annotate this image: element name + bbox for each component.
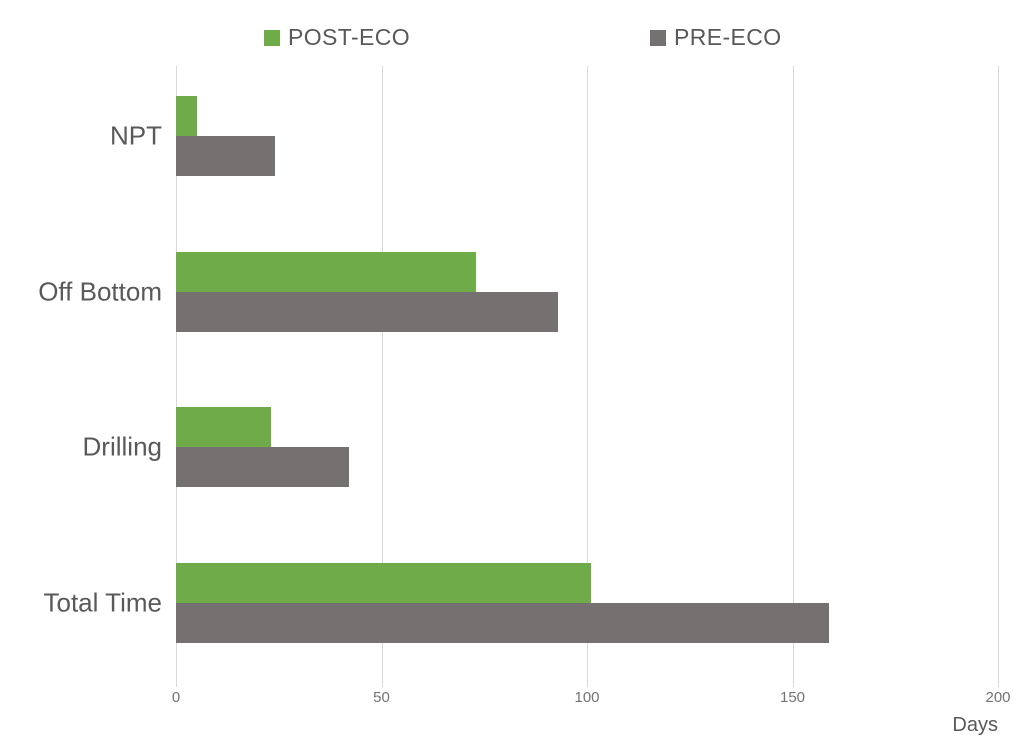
y-axis-category-labels: NPT Off Bottom Drilling Total Time xyxy=(0,66,162,680)
x-tick-label-0: 0 xyxy=(171,689,181,706)
x-axis-title: Days xyxy=(952,714,998,736)
bar-drilling-pre-eco xyxy=(176,447,349,487)
x-axis-tick-labels: 0 50 100 150 200 xyxy=(172,689,1011,709)
post-eco-swatch xyxy=(264,29,280,46)
gridline-50 xyxy=(381,66,383,680)
plot-area xyxy=(176,66,999,687)
post-eco-legend-label: POST-ECO xyxy=(288,24,411,50)
gridline-150 xyxy=(792,66,794,680)
bar-total-time-pre-eco xyxy=(176,603,830,643)
bar-drilling-post-eco xyxy=(176,407,271,447)
gridline-200 xyxy=(998,66,999,680)
legend-item-post-eco: POST-ECO xyxy=(264,24,410,51)
bar-npt-pre-eco xyxy=(176,136,275,176)
tickmark-50 xyxy=(381,680,383,687)
pre-eco-swatch xyxy=(650,29,666,46)
bar-total-time-post-eco xyxy=(176,563,592,603)
tickmark-150 xyxy=(792,680,794,687)
tickmark-0 xyxy=(176,680,177,687)
category-label-off-bottom: Off Bottom xyxy=(38,276,162,307)
legend: POST-ECO PRE-ECO xyxy=(0,0,1024,60)
legend-item-pre-eco: PRE-ECO xyxy=(650,24,782,51)
pre-eco-legend-label: PRE-ECO xyxy=(674,24,782,50)
x-tick-label-50: 50 xyxy=(373,689,390,706)
tickmark-200 xyxy=(998,680,999,687)
x-tick-label-200: 200 xyxy=(985,689,1011,706)
x-tick-label-100: 100 xyxy=(574,689,600,706)
bar-off-bottom-pre-eco xyxy=(176,292,559,332)
bar-off-bottom-post-eco xyxy=(176,252,477,292)
bar-npt-post-eco xyxy=(176,96,197,136)
tickmark-100 xyxy=(587,680,588,687)
gridline-0 xyxy=(176,66,177,680)
category-label-total-time: Total Time xyxy=(43,587,163,618)
x-tick-label-150: 150 xyxy=(779,689,806,706)
gridline-100 xyxy=(587,66,588,680)
category-label-drilling: Drilling xyxy=(82,431,162,462)
category-label-npt: NPT xyxy=(110,120,162,151)
